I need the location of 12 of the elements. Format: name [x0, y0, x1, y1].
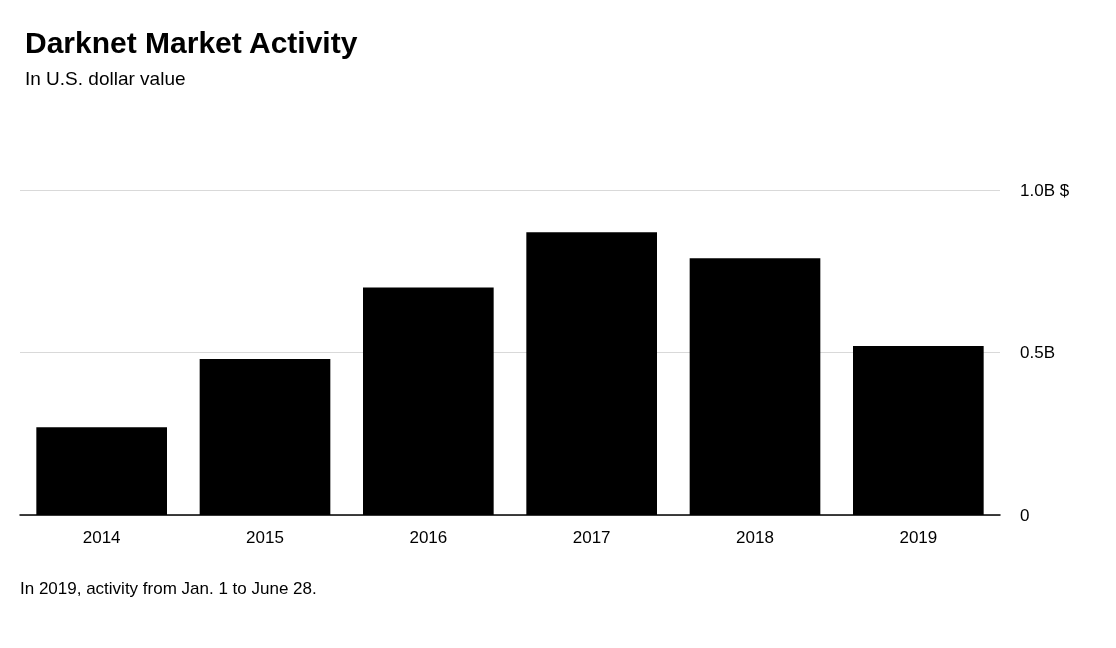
x-tick-label: 2016	[409, 528, 448, 547]
text: In 2019, activity from Jan. 1 to June 28.	[20, 579, 317, 598]
x-tick-label: 2019	[899, 528, 938, 547]
y-tick-label: 1.0B $	[1020, 180, 1070, 200]
y-tick-label: 0.5B	[1020, 343, 1055, 362]
chart-subtitle: In U.S. dollar value	[25, 68, 186, 89]
x-tick-label: 2014	[82, 528, 121, 547]
x-tick-label: 2017	[572, 528, 611, 547]
chart-title: Darknet Market Activity	[25, 25, 358, 59]
x-tick-label: 2015	[246, 528, 284, 547]
y-tick-label: 0	[1020, 505, 1030, 525]
x-tick-label: 2018	[736, 528, 774, 547]
